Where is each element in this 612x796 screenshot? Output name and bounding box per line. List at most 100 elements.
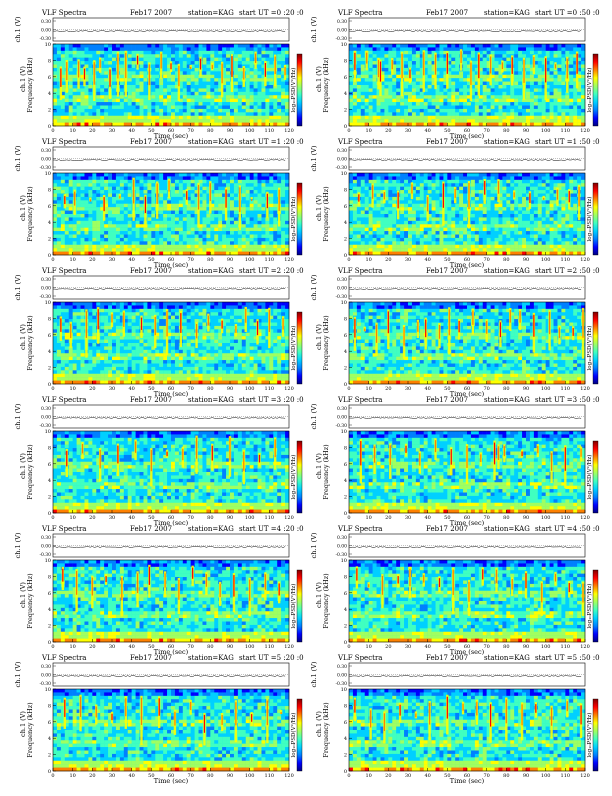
spectrogram-cell — [254, 200, 258, 204]
spectrogram-cell — [261, 238, 265, 242]
spectrogram-cell — [581, 116, 585, 120]
spectrogram-cell — [226, 228, 230, 232]
spectrogram-cell — [377, 109, 381, 113]
spectrogram-cell — [81, 204, 85, 208]
spectrogram-cell — [199, 85, 203, 89]
spectrogram-cell — [159, 82, 163, 86]
spectrogram-cell — [506, 173, 510, 177]
spectrogram-cell — [199, 95, 203, 99]
spectrogram-cell — [353, 102, 357, 106]
spectrogram-cell — [210, 214, 214, 218]
burst-core — [149, 64, 150, 85]
spectrogram-cell — [53, 119, 57, 123]
spectrogram-cell — [518, 44, 522, 48]
spectrogram-cell — [206, 173, 210, 177]
spectrogram-cell — [140, 187, 144, 191]
spectrogram-cell — [96, 231, 100, 235]
spectrogram-cell — [77, 224, 81, 228]
spectrogram-cell — [84, 95, 88, 99]
spectrogram-cell — [100, 119, 104, 123]
spectrogram-cell — [534, 180, 538, 184]
spectrogram-cell — [187, 235, 191, 239]
spectrogram-cell — [357, 65, 361, 69]
spectrogram-cell — [265, 252, 269, 256]
spectrogram-cell — [159, 95, 163, 99]
spectrogram-cell — [396, 112, 400, 116]
spectrogram-cell — [285, 102, 289, 106]
spectrogram-cell — [518, 65, 522, 69]
spectrogram-cell — [265, 217, 269, 221]
spectrogram-cell — [61, 211, 65, 215]
spectrogram-cell — [258, 68, 262, 72]
spectrogram-cell — [175, 200, 179, 204]
spectrogram-cell — [412, 44, 416, 48]
spectrogram-cell — [396, 85, 400, 89]
spectrogram-cell — [495, 47, 499, 51]
spectrogram-cell — [234, 211, 238, 215]
spectrogram-cell — [471, 190, 475, 194]
spectrogram-cell — [277, 85, 281, 89]
spectrogram-cell — [191, 92, 195, 96]
spectrogram-cell — [195, 252, 199, 256]
spectrogram-cell — [357, 109, 361, 113]
spectrogram-cell — [463, 82, 467, 86]
spectrogram-cell — [206, 238, 210, 242]
spectrogram-cell — [69, 47, 73, 51]
spectrogram-cell — [250, 194, 254, 198]
spectrogram-cell — [124, 248, 128, 252]
spectrogram-cell — [404, 102, 408, 106]
spectrogram-cell — [128, 51, 132, 55]
spectrogram-cell — [475, 190, 479, 194]
spectrogram-cell — [53, 245, 57, 249]
spectrogram-cell — [92, 252, 96, 256]
spectrogram-cell — [53, 200, 57, 204]
spectrogram-cell — [265, 180, 269, 184]
spectrogram-cell — [357, 112, 361, 116]
spectrogram-cell — [451, 85, 455, 89]
spectrogram-cell — [561, 82, 565, 86]
spectrogram-cell — [396, 88, 400, 92]
spectrogram-cell — [84, 88, 88, 92]
spectrogram-cell — [57, 123, 61, 127]
spectrogram-cell — [151, 102, 155, 106]
spectrogram-cell — [577, 92, 581, 96]
spectrogram-cell — [254, 221, 258, 225]
spectrogram-cell — [100, 123, 104, 127]
spectrogram-cell — [84, 112, 88, 116]
spectrogram-cell — [526, 176, 530, 180]
spectrogram-cell — [210, 245, 214, 249]
spectrogram-cell — [214, 78, 218, 82]
spectrogram-cell — [206, 221, 210, 225]
spectrogram-cell — [258, 78, 262, 82]
spectrogram-cell — [349, 47, 353, 51]
spectrogram-cell — [191, 180, 195, 184]
spectrogram-cell — [254, 112, 258, 116]
spectrogram-cell — [143, 75, 147, 79]
spectrogram-cell — [277, 92, 281, 96]
spectrogram-cell — [514, 112, 518, 116]
spectrogram-cell — [432, 102, 436, 106]
spectrogram-cell — [538, 47, 542, 51]
spectrogram-cell — [81, 102, 85, 106]
spectrogram-cell — [132, 109, 136, 113]
spectrogram-cell — [483, 99, 487, 103]
spectrogram-cell — [124, 211, 128, 215]
spectrogram-cell — [214, 112, 218, 116]
spectrogram-cell — [538, 190, 542, 194]
burst-core — [66, 62, 67, 80]
spectrogram-cell — [285, 190, 289, 194]
spectrogram-cell — [151, 217, 155, 221]
spectrogram-cell — [487, 99, 491, 103]
spectrogram-cell — [61, 106, 65, 110]
spectrogram-cell — [365, 173, 369, 177]
spectrogram-cell — [361, 119, 365, 123]
spectrogram-cell — [436, 187, 440, 191]
spectrogram-cell — [112, 99, 116, 103]
spectrogram-cell — [439, 106, 443, 110]
spectrogram-cell — [443, 88, 447, 92]
spectrogram-cell — [246, 85, 250, 89]
spectrogram-cell — [250, 183, 254, 187]
spectrogram-cell — [112, 51, 116, 55]
spectrogram-cell — [183, 228, 187, 232]
spectrogram-cell — [369, 92, 373, 96]
